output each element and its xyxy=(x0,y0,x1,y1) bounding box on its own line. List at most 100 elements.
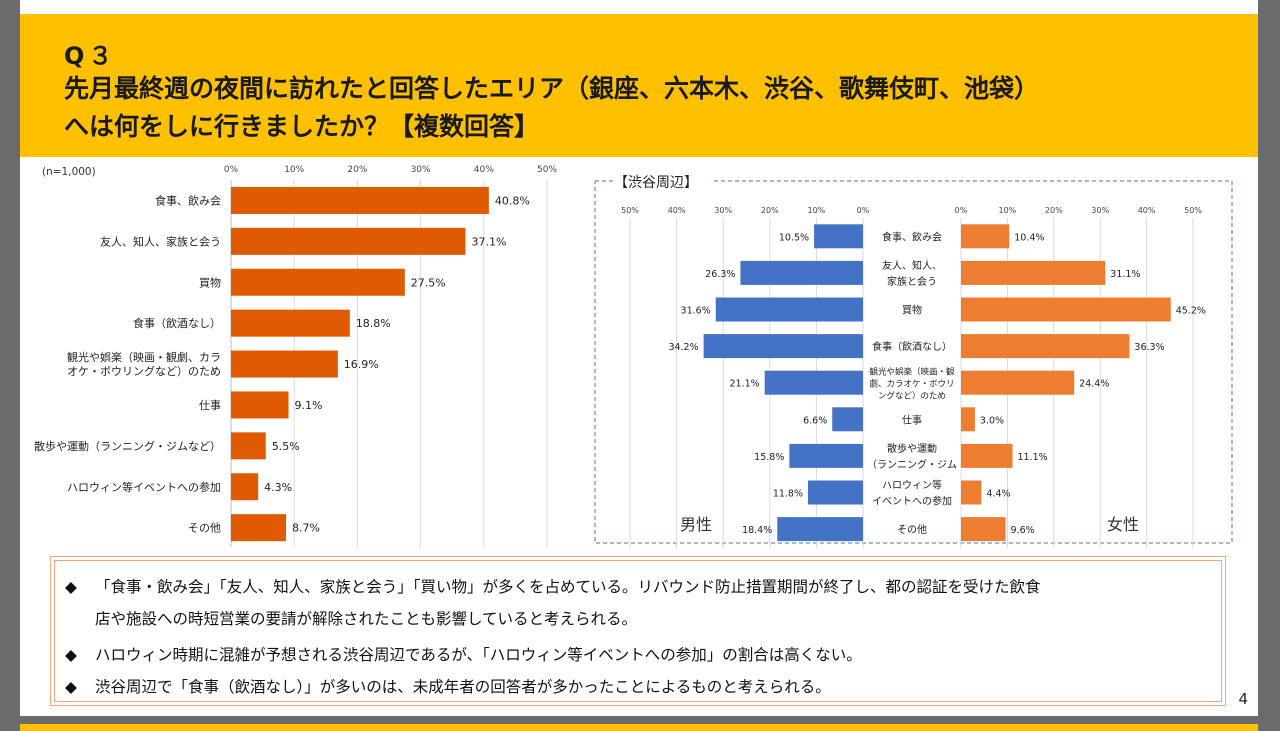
question-number: Q３ xyxy=(64,42,117,70)
x-tick-label: 0% xyxy=(857,206,870,215)
x-tick-label: 0% xyxy=(224,165,239,175)
category-label: その他 xyxy=(188,522,221,535)
data-label: 9.1% xyxy=(295,399,323,412)
category-label: 食事、飲み会 xyxy=(155,193,221,207)
data-label: 27.5% xyxy=(411,276,446,289)
category-label: 家族と会う xyxy=(887,275,937,288)
x-tick-label: 20% xyxy=(761,206,779,215)
female-data-label: 10.4% xyxy=(1014,232,1044,243)
data-label: 4.3% xyxy=(264,481,292,494)
male-bar xyxy=(715,297,863,322)
category-label: （ランニング・ジム xyxy=(867,458,957,471)
category-label: 買物 xyxy=(199,275,221,289)
category-label: 仕事 xyxy=(902,413,922,426)
x-tick-label: 30% xyxy=(714,206,732,215)
female-data-label: 36.3% xyxy=(1134,342,1164,353)
note-1-cont: 店や施設への時短営業の要請が解除されたことも影響していると考えられる。 xyxy=(95,610,638,628)
category-label: その他 xyxy=(897,523,927,536)
bar xyxy=(231,186,489,214)
bar xyxy=(231,309,350,337)
female-bar xyxy=(961,224,1010,249)
male-bar xyxy=(703,334,863,359)
female-data-label: 11.1% xyxy=(1018,452,1048,463)
chart-title: 【渋谷周辺】 xyxy=(614,175,698,191)
bar xyxy=(231,391,289,419)
male-data-label: 34.2% xyxy=(668,342,698,353)
category-label: イベントへの参加 xyxy=(872,495,952,508)
female-bar xyxy=(961,517,1006,542)
female-bar xyxy=(961,480,982,505)
bar xyxy=(231,432,266,460)
category-label: 食事（飲酒なし） xyxy=(872,340,952,353)
diamond-bullet-icon: ◆ xyxy=(65,678,77,696)
male-data-label: 6.6% xyxy=(803,415,827,426)
male-bar xyxy=(789,443,863,468)
female-bar xyxy=(961,260,1106,285)
question-text-line1: 先月最終週の夜間に訪れたと回答したエリア（銀座、六本木、渋谷、歌舞伎町、池袋） xyxy=(64,74,1040,103)
male-data-label: 31.6% xyxy=(681,306,711,317)
x-tick-label: 10% xyxy=(284,165,304,175)
bar xyxy=(231,268,405,296)
data-label: 5.5% xyxy=(272,440,300,453)
female-data-label: 24.4% xyxy=(1079,379,1109,390)
data-label: 16.9% xyxy=(344,358,379,371)
x-tick-label: 30% xyxy=(411,165,431,175)
x-tick-label: 10% xyxy=(999,206,1017,215)
female-data-label: 31.1% xyxy=(1110,269,1140,280)
x-tick-label: 50% xyxy=(621,206,639,215)
diamond-bullet-icon: ◆ xyxy=(65,646,77,664)
female-bar xyxy=(961,297,1171,322)
data-label: 37.1% xyxy=(471,235,506,248)
category-label: 観光や娯楽（映画・観劇、カラ xyxy=(67,350,221,364)
category-label: 散歩や運動（ランニング・ジムなど） xyxy=(34,439,221,453)
category-label: ハロウィン等イベントへの参加 xyxy=(67,480,221,494)
sample-size-label: (n=1,000) xyxy=(42,166,96,178)
question-header: Q３ 先月最終週の夜間に訪れたと回答したエリア（銀座、六本木、渋谷、歌舞伎町、池… xyxy=(20,14,1258,157)
x-tick-label: 40% xyxy=(668,206,686,215)
category-label: オケ・ボウリングなど）のため xyxy=(67,364,221,378)
x-tick-label: 40% xyxy=(1138,206,1156,215)
male-bar xyxy=(808,480,863,505)
category-label: 観光や娯楽（映画・観 xyxy=(869,367,955,378)
data-label: 40.8% xyxy=(495,194,530,207)
note-1: ◆ 「食事・飲み会」「友人、知人、家族と会う」「買い物」が多くを占めている。リバウ… xyxy=(65,575,1041,597)
x-tick-label: 40% xyxy=(474,165,494,175)
category-label: 仕事 xyxy=(199,399,221,412)
note-2-text: ハロウィン時期に混雑が予想される渋谷周辺であるが、「ハロウィン等イベントへの参加… xyxy=(95,646,862,664)
female-bar xyxy=(961,370,1075,395)
female-data-label: 4.4% xyxy=(986,489,1010,500)
male-bar xyxy=(764,370,863,395)
female-data-label: 9.6% xyxy=(1011,525,1035,536)
category-label: 食事（飲酒なし） xyxy=(133,316,221,330)
note-1-text-a: 「食事・飲み会」「友人、知人、家族と会う」「買い物」が多くを占めている。リバウン… xyxy=(95,578,1041,596)
male-data-label: 10.5% xyxy=(779,232,809,243)
note-3: ◆ 渋谷周辺で「食事（飲酒なし）」が多いのは、未成年者の回答者が多かったことによる… xyxy=(65,675,831,697)
slide: Q３ 先月最終週の夜間に訪れたと回答したエリア（銀座、六本木、渋谷、歌舞伎町、池… xyxy=(20,0,1258,716)
male-bar xyxy=(814,224,863,249)
summary-notes-box: ◆ 「食事・飲み会」「友人、知人、家族と会う」「買い物」が多くを占めている。リバウ… xyxy=(50,556,1226,706)
male-series-label: 男性 xyxy=(680,515,712,534)
note-2: ◆ ハロウィン時期に混雑が予想される渋谷周辺であるが、「ハロウィン等イベントへの参… xyxy=(65,643,862,665)
x-tick-label: 50% xyxy=(1184,206,1202,215)
page-number: 4 xyxy=(1238,690,1248,708)
category-label: 散歩や運動 xyxy=(887,442,937,455)
charts-area: (n=1,000) 0% 10% 20% 30% 40% 50% 40.8% 食事、飲み会 37.… xyxy=(34,165,1233,548)
category-label: 友人、知人、 xyxy=(882,259,942,272)
x-tick-label: 20% xyxy=(1045,206,1063,215)
bar xyxy=(231,473,259,501)
male-data-label: 11.8% xyxy=(773,489,803,500)
male-data-label: 26.3% xyxy=(705,269,735,280)
female-bar xyxy=(961,443,1013,468)
male-bar xyxy=(777,517,863,542)
category-label: 劇、カラオケ・ボウリ xyxy=(869,379,954,390)
category-label: ングなど）のため xyxy=(878,391,946,402)
female-bar xyxy=(961,334,1130,359)
diamond-bullet-icon: ◆ xyxy=(65,578,77,596)
male-data-label: 21.1% xyxy=(729,379,759,390)
category-label: 友人、知人、家族と会う xyxy=(100,234,221,248)
x-tick-label: 20% xyxy=(347,165,367,175)
chart-frame xyxy=(594,180,1233,544)
female-series-label: 女性 xyxy=(1107,515,1139,534)
question-text-line2: へは何をしに行きましたか？【複数回答】 xyxy=(64,112,540,141)
female-bar xyxy=(961,407,975,432)
